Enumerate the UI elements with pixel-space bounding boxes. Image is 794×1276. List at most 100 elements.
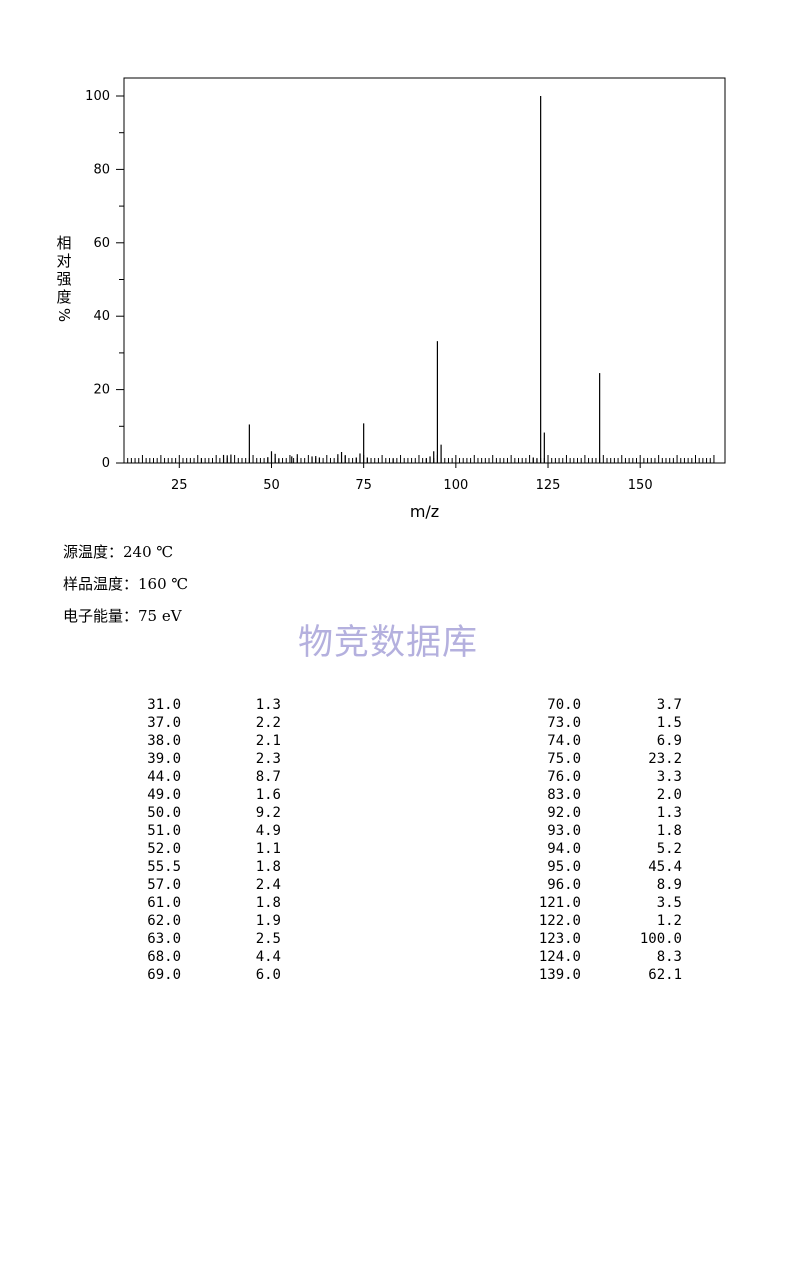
peak-abundance: 1.9	[255, 913, 281, 929]
peak-table-row: 44.0 8.7	[141, 768, 281, 786]
plot-frame	[123, 77, 726, 464]
peak-table-row: 31.0 1.3	[141, 696, 281, 714]
peak-abundance: 8.7	[255, 769, 281, 785]
peak-mz: 50.0	[147, 805, 181, 821]
mass-spectrum-chart: 0 20 40 60 80 100 25 50 75 100 125 150 m/z	[85, 77, 726, 521]
peak-abundance: 2.2	[255, 715, 281, 731]
peak-table-row: 62.0 1.9	[141, 912, 281, 930]
peak-abundance: 1.6	[255, 787, 281, 803]
peak-mz: 70.0	[547, 697, 581, 713]
peak-mz: 44.0	[147, 769, 181, 785]
peak-table-row: 38.0 2.1	[141, 732, 281, 750]
peak-table-row: 93.0 1.8	[520, 822, 682, 840]
peak-abundance: 1.2	[656, 913, 682, 929]
peak-mz: 124.0	[538, 949, 581, 965]
peak-table-left: 31.0 1.3 37.0 2.2 38.0 2.1 39.0 2.3 44.0 8.7 49.0 1…	[141, 696, 281, 984]
peak-mz: 57.0	[147, 877, 181, 893]
x-tick-label: 100	[443, 478, 468, 493]
peak-abundance: 1.1	[255, 841, 281, 857]
peak-mz: 121.0	[538, 895, 581, 911]
y-tick-label: 40	[93, 309, 110, 324]
x-tick-label: 25	[171, 478, 188, 493]
peak-mz: 69.0	[147, 967, 181, 983]
peak-table-right: 70.0 3.7 73.0 1.5 74.0 6.9 75.0 23.2 76.0 3.3 83.0…	[520, 696, 682, 984]
y-axis-label: 相对强度 %	[54, 234, 74, 324]
peak-table-row: 37.0 2.2	[141, 714, 281, 732]
peak-table-row: 39.0 2.3	[141, 750, 281, 768]
peak-abundance: 1.3	[656, 805, 682, 821]
x-tick-label: 150	[628, 478, 653, 493]
x-tick-label: 75	[355, 478, 372, 493]
peak-mz: 55.5	[147, 859, 181, 875]
peak-abundance: 1.3	[255, 697, 281, 713]
y-axis-unit: %	[54, 307, 73, 323]
peak-mz: 38.0	[147, 733, 181, 749]
peak-mz: 95.0	[547, 859, 581, 875]
peak-mz: 63.0	[147, 931, 181, 947]
peak-abundance: 4.4	[255, 949, 281, 965]
peak-table-row: 52.0 1.1	[141, 840, 281, 858]
peak-mz: 37.0	[147, 715, 181, 731]
peak-mz: 49.0	[147, 787, 181, 803]
peak-table-row: 68.0 4.4	[141, 948, 281, 966]
peak-abundance: 23.2	[648, 751, 682, 767]
peak-abundance: 1.5	[656, 715, 682, 731]
y-tick-label: 0	[102, 456, 110, 471]
peak-abundance: 2.3	[255, 751, 281, 767]
peak-mz: 39.0	[147, 751, 181, 767]
peak-table-row: 51.0 4.9	[141, 822, 281, 840]
peak-table-row: 92.0 1.3	[520, 804, 682, 822]
peak-table-row: 123.0 100.0	[520, 930, 682, 948]
peak-abundance: 45.4	[648, 859, 682, 875]
y-tick-label: 100	[85, 89, 110, 104]
peak-abundance: 3.7	[656, 697, 682, 713]
peak-mz: 139.0	[538, 967, 581, 983]
x-axis-label: m/z	[410, 502, 439, 521]
peak-mz: 52.0	[147, 841, 181, 857]
peak-mz: 122.0	[538, 913, 581, 929]
peak-table-row: 55.5 1.8	[141, 858, 281, 876]
peak-abundance: 8.3	[656, 949, 682, 965]
peak-table-row: 74.0 6.9	[520, 732, 682, 750]
peak-abundance: 8.9	[656, 877, 682, 893]
peak-mz: 68.0	[147, 949, 181, 965]
peak-mz: 83.0	[547, 787, 581, 803]
peak-mz: 31.0	[147, 697, 181, 713]
peak-abundance: 1.8	[255, 859, 281, 875]
peak-abundance: 2.5	[255, 931, 281, 947]
peak-abundance: 6.0	[255, 967, 281, 983]
peak-table-row: 94.0 5.2	[520, 840, 682, 858]
peak-abundance: 2.0	[656, 787, 682, 803]
peak-mz: 62.0	[147, 913, 181, 929]
peak-abundance: 1.8	[656, 823, 682, 839]
peak-mz: 92.0	[547, 805, 581, 821]
peak-table-row: 121.0 3.5	[520, 894, 682, 912]
peak-mz: 96.0	[547, 877, 581, 893]
peak-abundance: 5.2	[656, 841, 682, 857]
peak-table-row: 61.0 1.8	[141, 894, 281, 912]
x-tick-label: 125	[536, 478, 561, 493]
peak-table-row: 73.0 1.5	[520, 714, 682, 732]
peak-abundance: 3.3	[656, 769, 682, 785]
source-temperature: 源温度：240 ℃	[63, 543, 174, 561]
peak-table-row: 122.0 1.2	[520, 912, 682, 930]
peak-abundance: 2.1	[255, 733, 281, 749]
peak-abundance: 6.9	[656, 733, 682, 749]
peak-mz: 94.0	[547, 841, 581, 857]
peak-abundance: 100.0	[639, 931, 682, 947]
peak-table-row: 70.0 3.7	[520, 696, 682, 714]
peak-mz: 73.0	[547, 715, 581, 731]
x-tick-label: 50	[263, 478, 280, 493]
peak-table-row: 76.0 3.3	[520, 768, 682, 786]
peak-mz: 123.0	[538, 931, 581, 947]
peak-abundance: 9.2	[255, 805, 281, 821]
sample-temperature: 样品温度：160 ℃	[63, 575, 189, 593]
peak-table-row: 96.0 8.9	[520, 876, 682, 894]
y-tick-label: 80	[93, 162, 110, 177]
watermark: 物竞数据库	[298, 623, 479, 663]
peak-table-row: 50.0 9.2	[141, 804, 281, 822]
peak-table-row: 49.0 1.6	[141, 786, 281, 804]
peak-table-row: 69.0 6.0	[141, 966, 281, 984]
y-tick-label: 60	[93, 236, 110, 251]
peak-abundance: 2.4	[255, 877, 281, 893]
